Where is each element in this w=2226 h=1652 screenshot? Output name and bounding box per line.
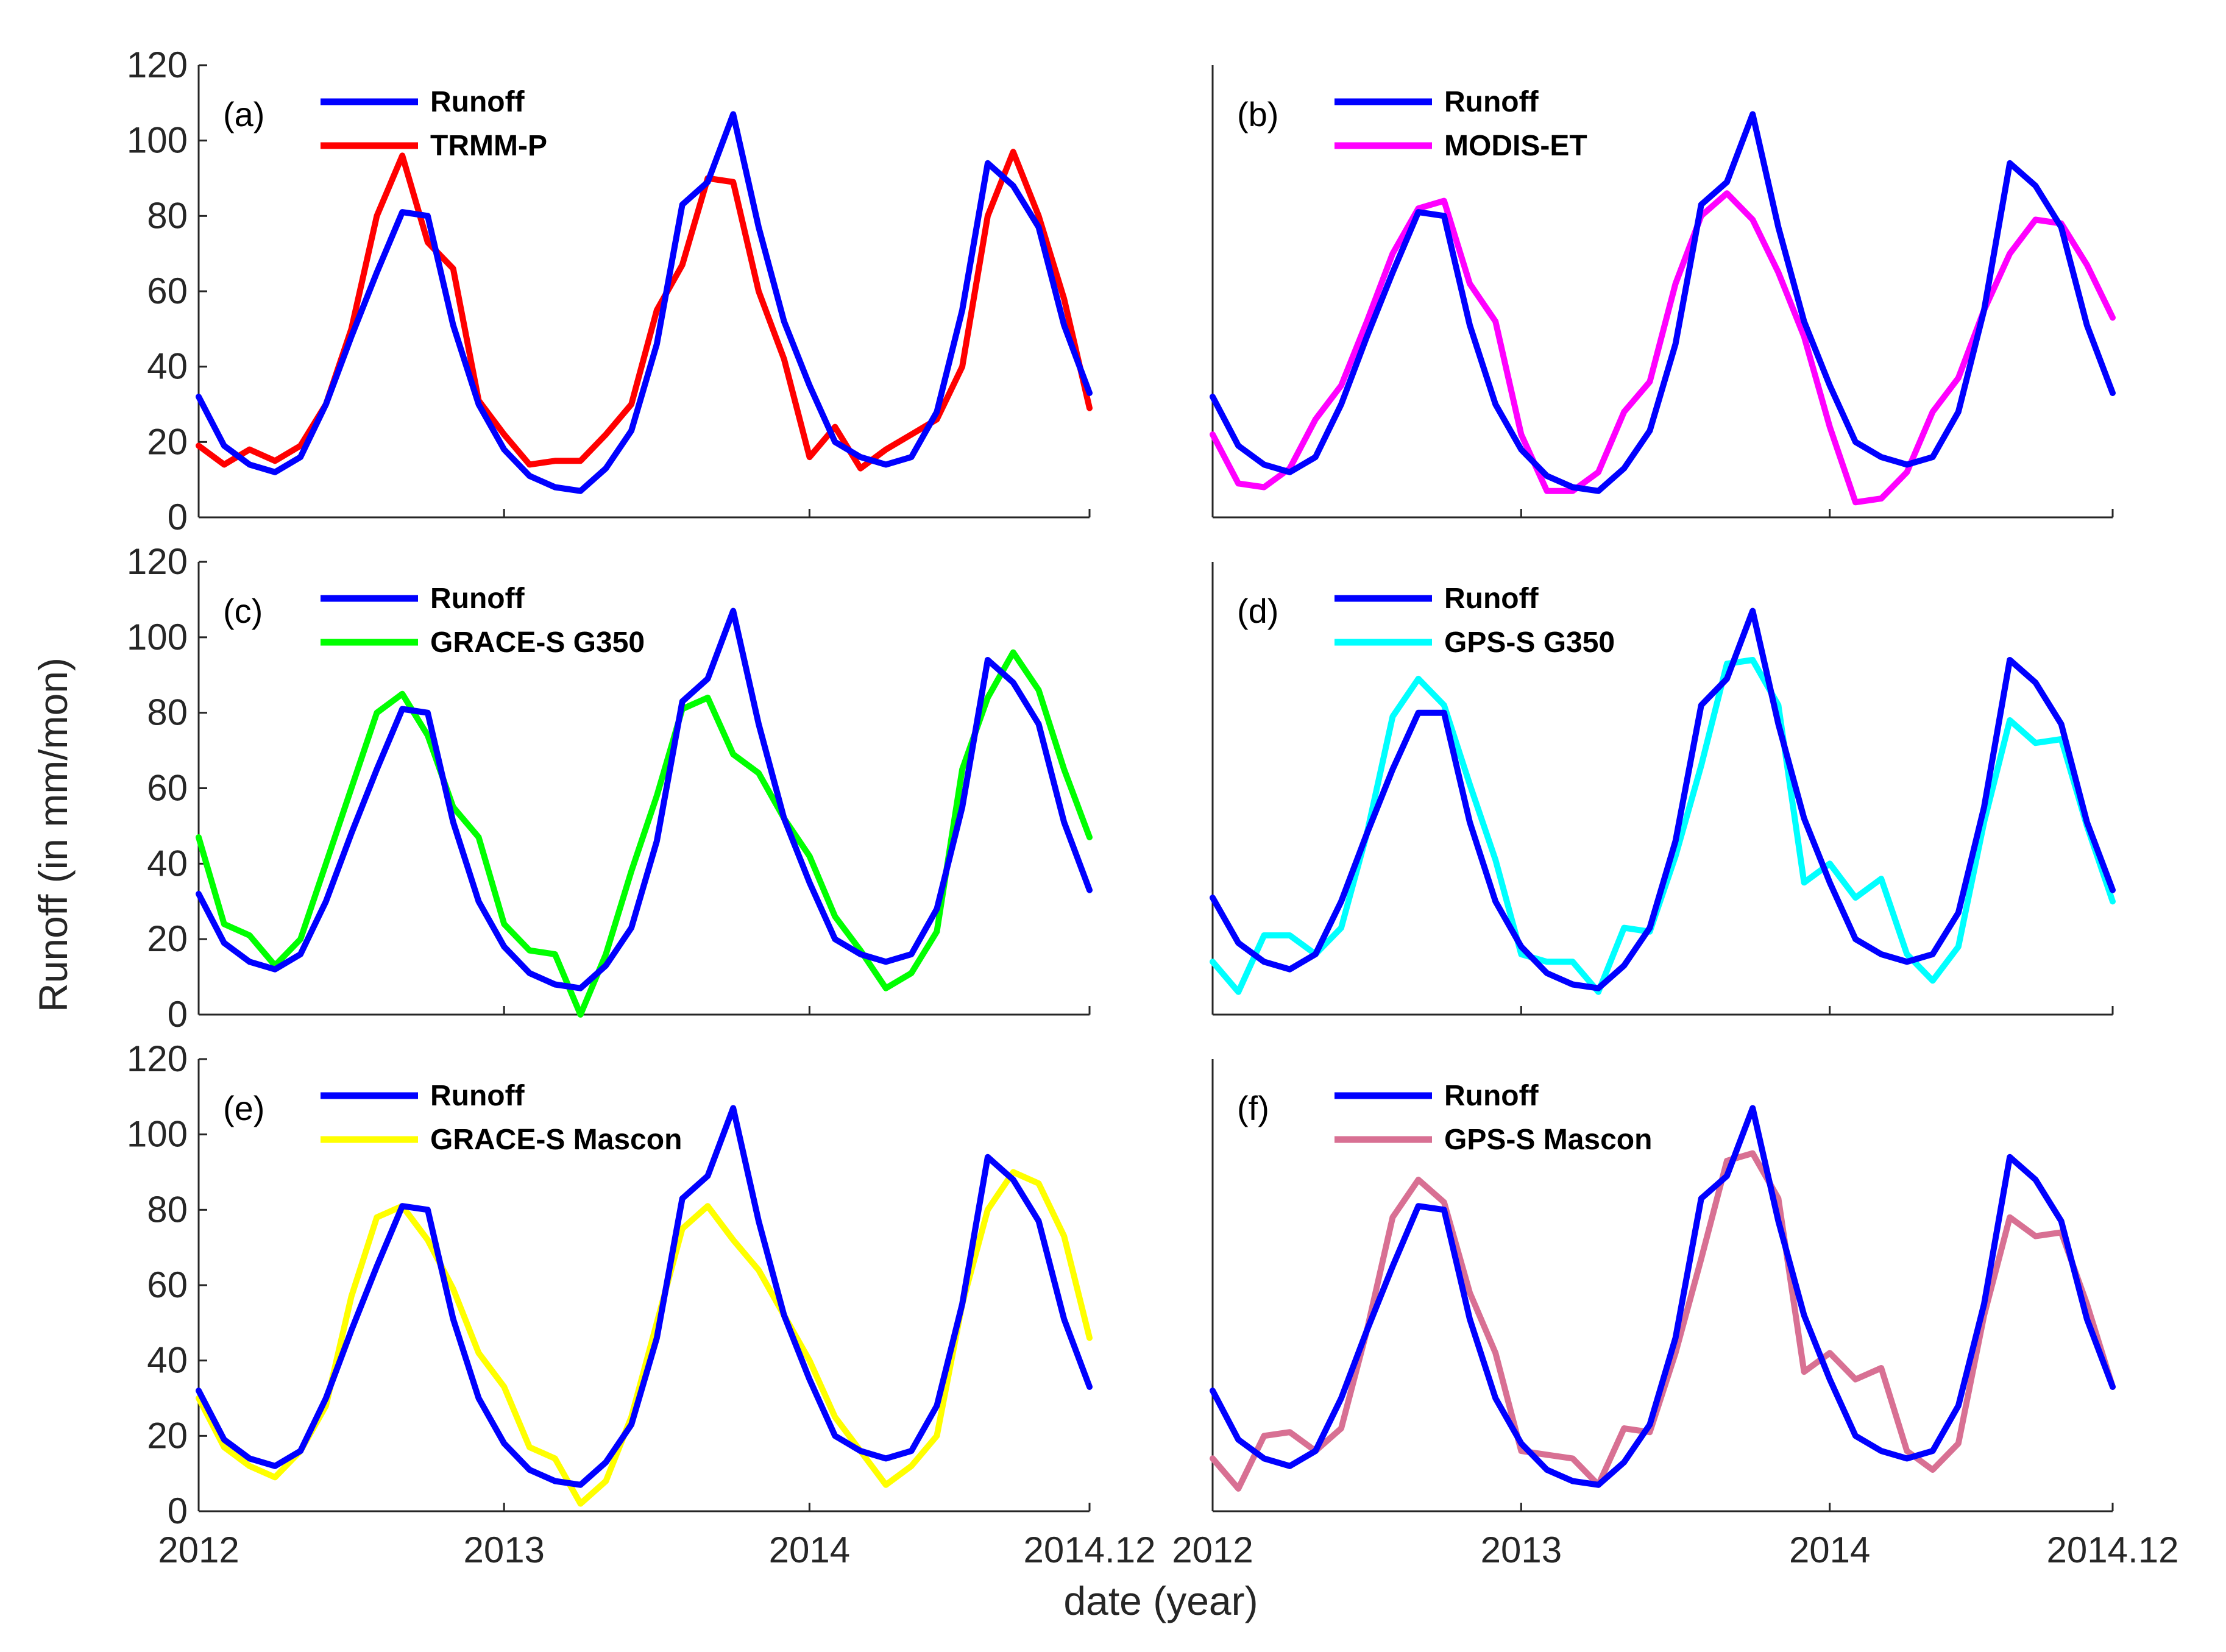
series-line-runoff (196, 1105, 1093, 1488)
series-line-runoff (1210, 111, 2116, 494)
legend-label-gps-s-mascon: GPS-S Mascon (1444, 1124, 1652, 1156)
y-tick-label: 60 (147, 271, 188, 311)
x-tick-label: 2012 (158, 1530, 239, 1570)
legend-label-runoff: Runoff (1444, 86, 1539, 118)
series-line-grace-s-g350 (196, 649, 1093, 1018)
legend-label-trmm-p: TRMM-P (430, 130, 547, 162)
series-line-grace-s-mascon (196, 1169, 1093, 1507)
panel-label: (c) (223, 592, 263, 630)
y-tick-label: 0 (168, 1491, 188, 1531)
panel-a: 0 20 40 60 80 100 120 (a) Runoff TRMM-P (127, 44, 1093, 537)
x-tick-label: 2013 (1481, 1530, 1562, 1570)
series-line-runoff (1210, 1105, 2116, 1488)
x-tick-label: 2013 (463, 1530, 544, 1570)
series-line-runoff (1210, 608, 2116, 991)
legend-label-runoff: Runoff (430, 1080, 525, 1112)
panels: 0 20 40 60 80 100 120 (a) Runoff TRMM-P (b) Runoff M… (127, 44, 2179, 1570)
y-tick-label: 80 (147, 692, 188, 733)
y-tick-label: 0 (168, 497, 188, 537)
y-tick-label: 100 (127, 120, 188, 161)
y-tick-label: 60 (147, 1264, 188, 1305)
y-tick-label: 120 (127, 541, 188, 582)
panel-c: 0 20 40 60 80 100 120 (c) Runoff GRACE-S G350 (127, 541, 1093, 1035)
legend-label-grace-s-g350: GRACE-S G350 (430, 626, 645, 659)
panel-label: (d) (1237, 592, 1278, 630)
y-tick-label: 0 (168, 994, 188, 1035)
panel-d: (d) Runoff GPS-S G350 (1210, 562, 2116, 1016)
y-tick-label: 20 (147, 918, 188, 959)
y-tick-label: 100 (127, 1114, 188, 1155)
legend-label-runoff: Runoff (430, 583, 525, 615)
panel-label: (e) (223, 1089, 264, 1127)
y-tick-label: 40 (147, 843, 188, 884)
series-line-runoff (196, 111, 1093, 494)
legend-label-runoff: Runoff (430, 86, 525, 118)
panel-e: 0 20 40 60 80 100 120 2012 2013 2014 2014.12 (e) Run… (127, 1038, 1156, 1570)
panel-f: 2012 2013 2014 2014.12 (f) Runoff GPS-S Mascon (1172, 1059, 2178, 1570)
x-tick-label: 2014.12 (2047, 1530, 2179, 1570)
panel-label: (a) (223, 95, 264, 133)
y-tick-label: 20 (147, 421, 188, 462)
panel-label: (f) (1237, 1089, 1269, 1127)
panel-label: (b) (1237, 95, 1278, 133)
y-tick-label: 100 (127, 617, 188, 658)
x-axis-title: date (year) (1063, 1578, 1258, 1623)
y-tick-label: 80 (147, 195, 188, 236)
legend-label-gps-s-g350: GPS-S G350 (1444, 626, 1615, 659)
x-tick-label: 2014 (769, 1530, 850, 1570)
legend-label-runoff: Runoff (1444, 1080, 1539, 1112)
y-tick-label: 60 (147, 768, 188, 809)
y-tick-label: 120 (127, 44, 188, 85)
y-axis-title: Runoff (in mm/mon) (30, 658, 76, 1012)
y-tick-label: 40 (147, 346, 188, 387)
legend-label-runoff: Runoff (1444, 583, 1539, 615)
x-tick-label: 2014.12 (1024, 1530, 1156, 1570)
y-tick-label: 120 (127, 1038, 188, 1079)
y-tick-label: 80 (147, 1189, 188, 1230)
y-tick-label: 40 (147, 1340, 188, 1381)
legend-label-grace-s-mascon: GRACE-S Mascon (430, 1124, 682, 1156)
x-tick-label: 2012 (1172, 1530, 1253, 1570)
series-line-runoff (196, 608, 1093, 991)
panel-b: (b) Runoff MODIS-ET (1210, 65, 2116, 519)
x-tick-label: 2014 (1789, 1530, 1870, 1570)
y-tick-label: 20 (147, 1415, 188, 1456)
legend-label-modis-et: MODIS-ET (1444, 130, 1587, 162)
series-line-modis-et (1210, 190, 2116, 506)
